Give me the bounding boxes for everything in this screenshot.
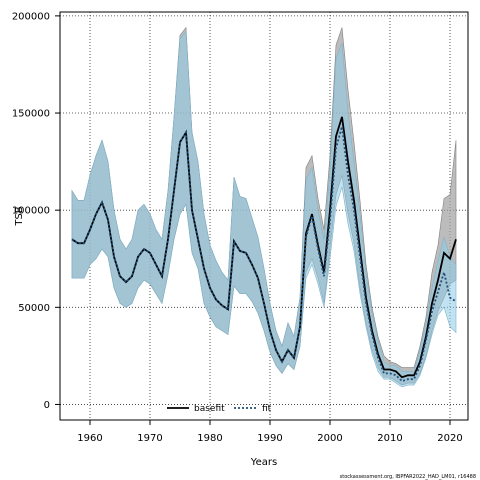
y-tick-label: 0: [44, 400, 50, 411]
series-lines: [71, 116, 457, 383]
x-tick-label: 2010: [377, 433, 402, 444]
x-tick-label: 2020: [437, 433, 462, 444]
plot-frame: [59, 11, 469, 421]
footer-credit: stockassessment.org, IBPFAR2022_HAD_LM01…: [340, 474, 476, 480]
x-tick-label: 1980: [197, 433, 222, 444]
grid-lines: [60, 12, 468, 420]
legend-fit-label: fit: [262, 404, 272, 414]
legend: basefit fit: [167, 404, 272, 414]
confidence-bands: [71, 26, 457, 388]
fit-confidence-band: [71, 30, 457, 388]
x-axis-ticks: 1960 1970 1980 1990 2000 2010 2020: [77, 420, 463, 444]
y-axis-title: TSB: [14, 206, 25, 226]
x-tick-label: 1970: [137, 433, 162, 444]
y-axis-ticks: 0 50000 100000 150000 200000: [12, 11, 60, 411]
x-axis-title: Years: [250, 457, 277, 468]
y-tick-label: 100000: [12, 206, 50, 217]
y-tick-label: 200000: [12, 11, 50, 22]
x-tick-label: 1990: [257, 433, 282, 444]
fit-line: [71, 126, 457, 383]
x-tick-label: 2000: [317, 433, 342, 444]
legend-basefit-label: basefit: [194, 404, 225, 414]
x-tick-label: 1960: [77, 433, 102, 444]
y-tick-label: 150000: [12, 109, 50, 120]
y-tick-label: 50000: [18, 303, 50, 314]
